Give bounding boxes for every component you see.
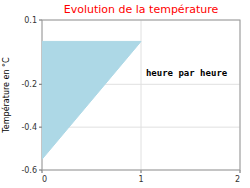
- tick-label-y: -0.4: [21, 123, 37, 132]
- plot-background: [42, 20, 240, 170]
- tick-label-y: 0.1: [24, 16, 37, 25]
- tick-label-y: -0.2: [21, 80, 37, 89]
- chart-svg: 0.1 -0.2 -0.4 -0.6 0 1 2 heure par heure Evoluti…: [0, 0, 250, 188]
- tick-label-x: 2: [235, 175, 240, 184]
- axes: 0.1 -0.2 -0.4 -0.6 0 1 2: [21, 16, 240, 185]
- tick-label-x: 0: [42, 175, 47, 184]
- area: [42, 41, 141, 159]
- plot-frame: [42, 20, 240, 170]
- chart-container: 0.1 -0.2 -0.4 -0.6 0 1 2 heure par heure Evoluti…: [0, 0, 250, 188]
- title: Evolution de la température: [64, 3, 219, 16]
- annotation: heure par heure: [146, 68, 228, 78]
- tick-label-x: 1: [138, 175, 143, 184]
- data-group: [42, 41, 141, 159]
- grid: [42, 20, 240, 170]
- tick-label-y: -0.6: [21, 166, 37, 175]
- y-axis-label: Température en °C: [1, 57, 11, 134]
